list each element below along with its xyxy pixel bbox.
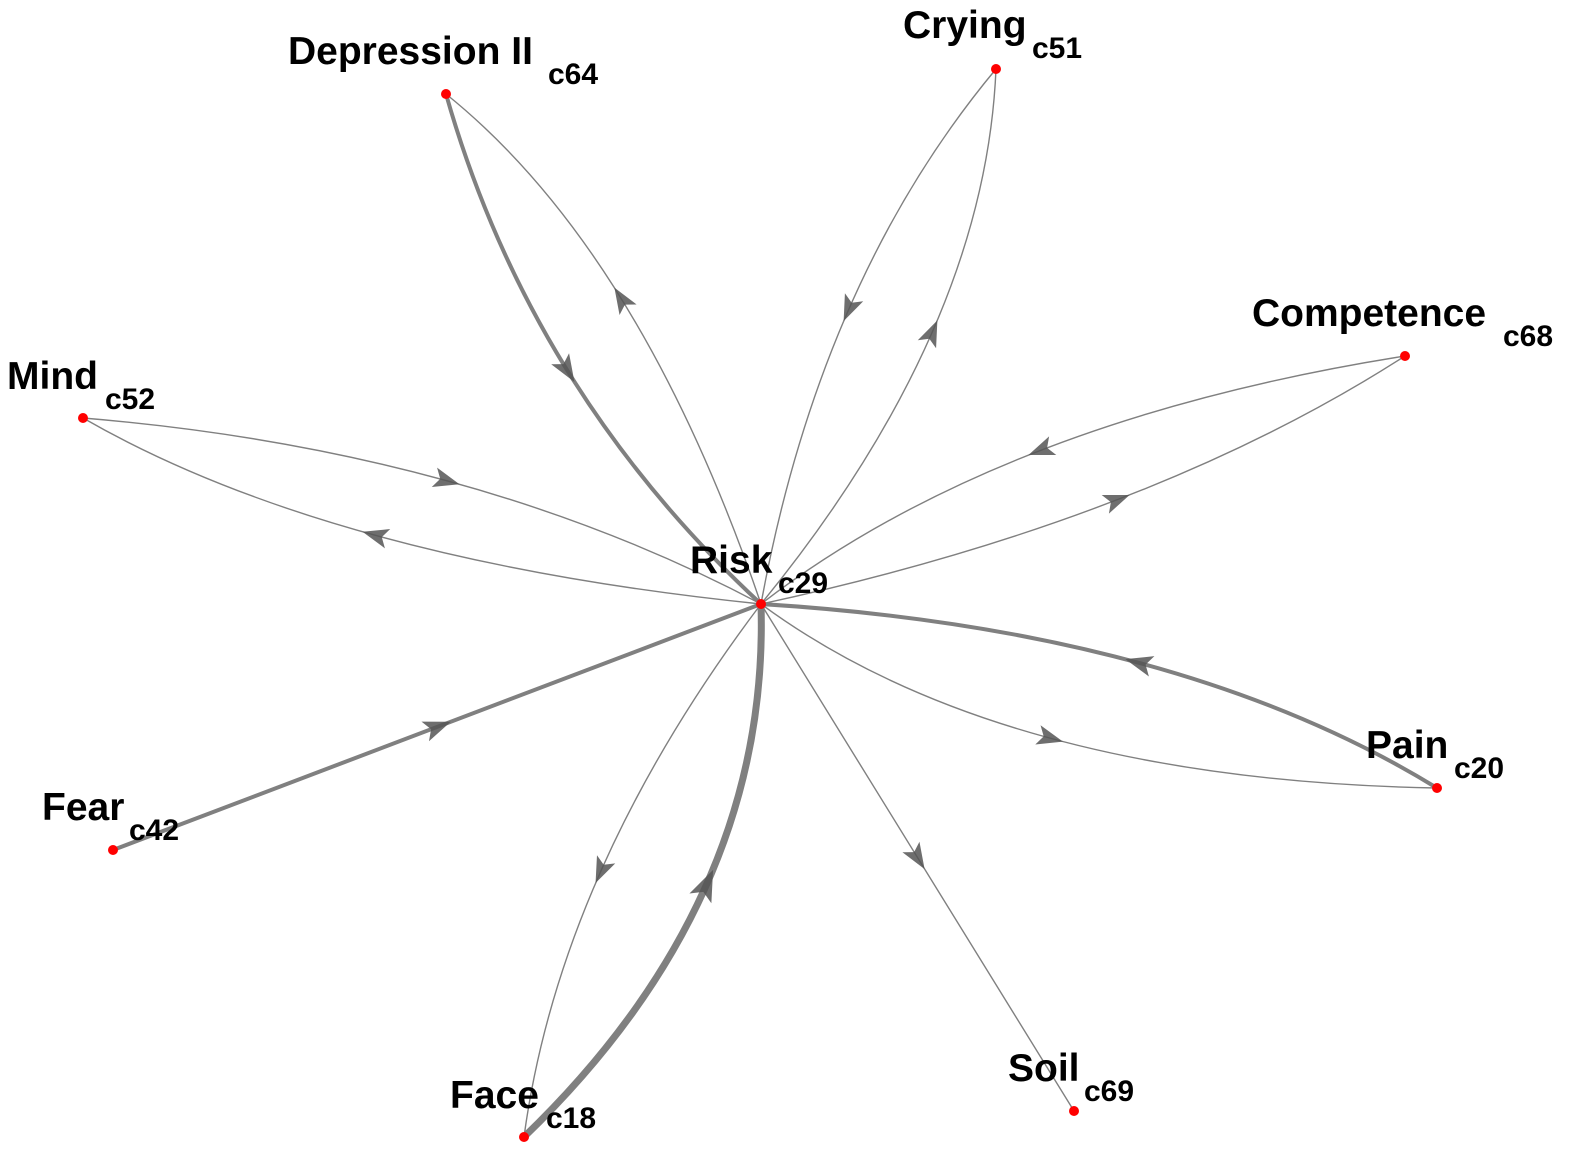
node-label-c20: Pain [1366, 724, 1448, 767]
edge-c68-to-c29 [760, 355, 1406, 605]
arrowhead-c64-to-c29 [551, 353, 575, 383]
edge-c29-to-c20 [760, 603, 1438, 789]
node-dot-c51 [991, 64, 1001, 74]
edge-c29-to-c64 [445, 93, 762, 605]
node-dot-c42 [108, 845, 118, 855]
arrowhead-c68-to-c29 [1028, 436, 1057, 456]
edge-c51-to-c29 [760, 68, 997, 605]
node-code-c18: c18 [546, 1102, 596, 1135]
edge-c64-to-c29 [444, 92, 763, 606]
node-label-c52: Mind [7, 355, 98, 398]
edge-c29-to-c51 [760, 68, 997, 605]
nodes-layer [78, 64, 1442, 1142]
edge-c29-to-c18 [523, 603, 762, 1138]
node-dot-c18 [519, 1132, 529, 1142]
arrows-layer [362, 287, 1155, 904]
node-code-c64: c64 [548, 58, 598, 91]
node-label-c51: Crying [903, 4, 1027, 47]
node-dot-c69 [1069, 1106, 1079, 1116]
arrowhead-c29-to-c68 [1101, 494, 1130, 514]
node-label-c64: Depression II [288, 30, 533, 73]
node-label-c42: Fear [42, 786, 124, 829]
node-code-c68: c68 [1503, 320, 1553, 353]
arrowhead-c18-to-c29 [689, 869, 714, 904]
arrowhead-c29-to-c64 [614, 287, 637, 315]
node-label-c29: Risk [690, 539, 773, 582]
arrowhead-c52-to-c29 [431, 467, 460, 487]
edge-c29-to-c52 [82, 417, 762, 605]
node-dot-c20 [1432, 783, 1442, 793]
arrowhead-c51-to-c29 [843, 293, 864, 322]
node-dot-c29 [756, 599, 766, 609]
node-label-c68: Competence [1252, 292, 1486, 335]
arrowhead-c20-to-c29 [1125, 656, 1155, 677]
arrowhead-c29-to-c51 [917, 320, 938, 349]
edge-c18-to-c29 [520, 600, 765, 1141]
node-dot-c52 [78, 413, 88, 423]
node-code-c29: c29 [778, 567, 828, 600]
edge-c20-to-c29 [759, 602, 1439, 790]
node-code-c51: c51 [1032, 32, 1082, 65]
node-dot-c64 [441, 89, 451, 99]
arrowhead-c42-to-c29 [421, 721, 451, 742]
arrowhead-c29-to-c52 [362, 529, 391, 549]
node-code-c42: c42 [129, 814, 179, 847]
arrowhead-c29-to-c18 [595, 855, 616, 884]
edge-c52-to-c29 [82, 417, 762, 605]
arrowhead-c29-to-c69 [902, 841, 925, 870]
edge-c29-to-c68 [760, 355, 1406, 605]
node-code-c69: c69 [1084, 1075, 1134, 1108]
node-code-c52: c52 [105, 383, 155, 416]
arrowhead-c29-to-c20 [1035, 725, 1064, 745]
node-code-c20: c20 [1454, 752, 1504, 785]
node-dot-c68 [1400, 351, 1410, 361]
node-label-c18: Face [450, 1074, 539, 1117]
node-label-c69: Soil [1008, 1047, 1080, 1090]
